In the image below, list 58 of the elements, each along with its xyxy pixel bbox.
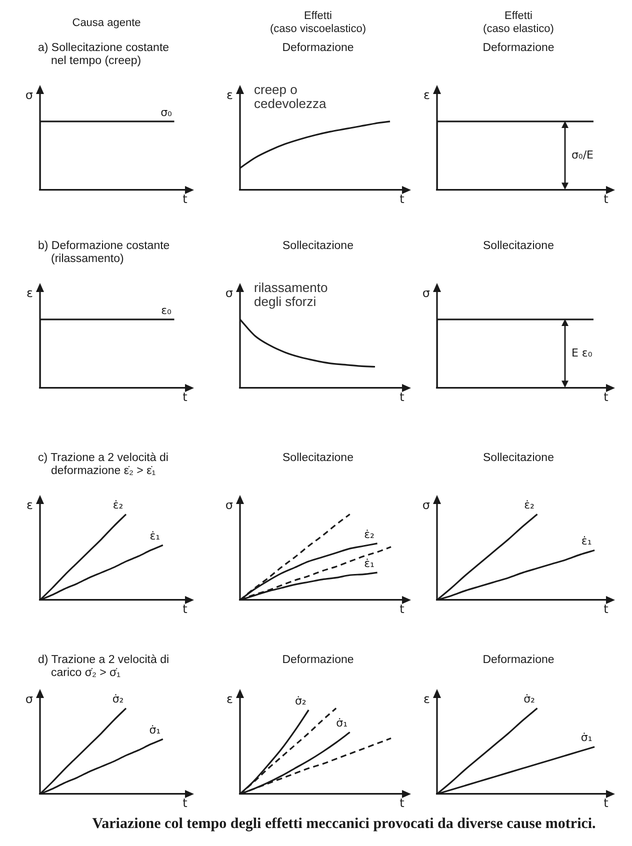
y-axis-title: σ <box>25 692 34 706</box>
x-axis-title: t <box>604 796 609 810</box>
chart-title: Sollecitazione <box>282 452 354 465</box>
y-axis-title: ε <box>26 498 33 512</box>
chart-title: Deformazione <box>281 42 355 55</box>
series-label: σ̇₁ <box>149 724 161 736</box>
chart-title: Sollecitazione <box>282 240 354 253</box>
chart-title: Sollecitazione <box>482 240 555 253</box>
y-axis-title: ε <box>226 88 233 102</box>
x-axis-title: t <box>182 390 188 404</box>
y-axis-title: ε <box>424 692 430 706</box>
y-axis-title: σ <box>422 498 430 512</box>
series-label: ε̇₂ <box>112 498 124 512</box>
series-label: σ̇₁ <box>580 731 592 744</box>
chart-title: Deformazione <box>281 654 355 667</box>
series-label: ε₀ <box>161 304 172 317</box>
series-label: σ̇₂ <box>524 692 535 706</box>
series-label: σ̇₁ <box>336 716 348 730</box>
y-axis-title: σ <box>225 286 234 300</box>
x-axis-title: t <box>604 192 609 206</box>
chart-subtitle: Effetti (caso elastico) <box>483 10 554 36</box>
chart-title: c) Trazione a 2 velocità di deformazione ε̇₂ > ε̇₁ <box>38 452 170 478</box>
series-label: σ̇₂ <box>112 692 124 706</box>
chart-title: d) Trazione a 2 velocità di carico σ̇₂ > σ̇₁ <box>38 654 170 680</box>
x-axis-title: t <box>182 602 188 616</box>
y-axis-title: ε <box>226 692 233 706</box>
y-axis-title: ε <box>26 286 33 300</box>
series-label: σ̇₂ <box>294 694 306 708</box>
y-axis-title: σ <box>422 286 430 300</box>
series-label: σ₀ <box>160 106 173 119</box>
y-axis-title: ε <box>424 88 430 102</box>
chart-title: Sollecitazione <box>482 452 555 465</box>
x-axis-title: t <box>182 192 188 206</box>
chart-title: b) Deformazione costante (rilassamento) <box>38 240 171 266</box>
series-label: ε̇₁ <box>581 534 592 548</box>
chart-title: Deformazione <box>482 42 556 55</box>
chart-title: Deformazione <box>482 654 556 667</box>
x-axis-title: t <box>182 796 188 810</box>
text: Variazione col tempo degli effetti meccanici provocati da diverse cause motrici. <box>91 816 597 833</box>
series-label: ε̇₁ <box>364 556 374 570</box>
x-axis-title: t <box>400 192 405 206</box>
chart-subtitle: Causa agente <box>72 16 141 30</box>
x-axis-title: t <box>604 390 609 404</box>
text: creep o cedevolezza <box>254 82 328 112</box>
series-label: ε̇₁ <box>150 530 160 542</box>
text: rilassamento degli sforzi <box>254 280 328 310</box>
x-axis-title: t <box>400 390 405 404</box>
series-label: ε̇₂ <box>524 498 534 512</box>
chart-title: a) Sollecitazione costante nel tempo (creep) <box>38 42 170 68</box>
x-axis-title: t <box>400 796 405 810</box>
annotation: σ₀/E <box>571 148 594 162</box>
chart-subtitle: Effetti (caso viscoelastico) <box>270 10 366 36</box>
x-axis-title: t <box>400 602 405 616</box>
annotation: E ε₀ <box>571 346 593 360</box>
x-axis-title: t <box>604 602 609 616</box>
y-axis-title: σ <box>25 88 34 102</box>
y-axis-title: σ <box>225 498 234 512</box>
series-label: ε̇₂ <box>364 528 374 541</box>
